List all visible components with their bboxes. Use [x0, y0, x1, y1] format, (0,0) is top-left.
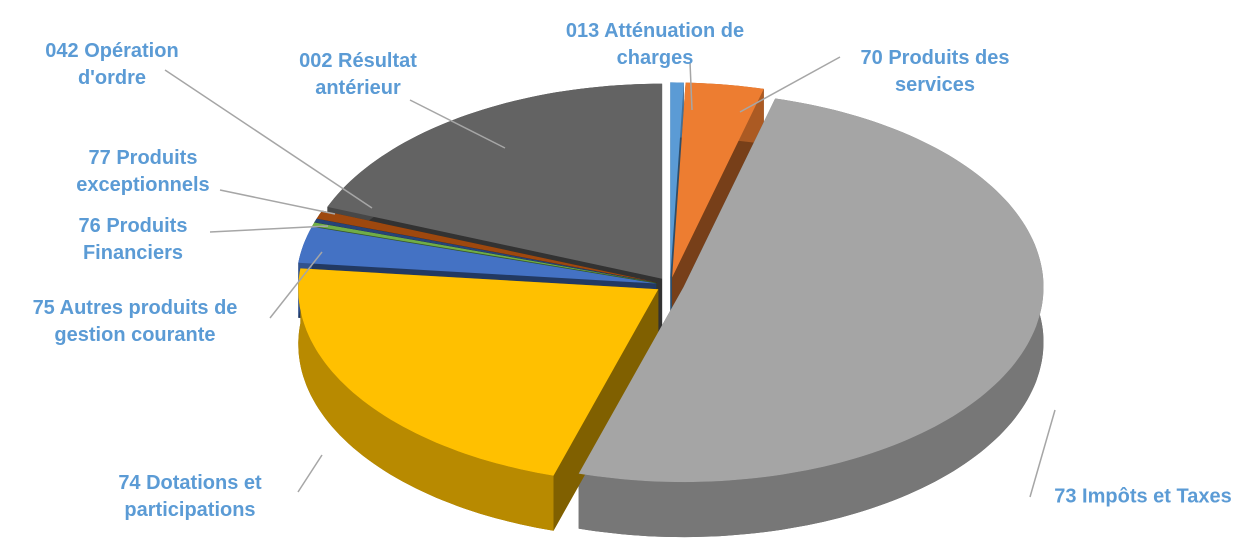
slice-label: 002 Résultat antérieur [299, 50, 417, 99]
slice [298, 268, 659, 476]
slice-outer-wall [578, 98, 1044, 538]
leader-line [164, 69, 373, 209]
slice [327, 83, 663, 279]
slice [672, 82, 764, 278]
slice-label: 77 Produits exceptionnels [76, 147, 210, 196]
slice-outer-wall [298, 268, 554, 531]
slice-radial-wall [553, 289, 659, 531]
leader-line [219, 189, 336, 215]
leader-line [1029, 409, 1056, 498]
slice-label: 70 Produits des services [860, 47, 1010, 96]
slice [314, 218, 657, 283]
leader-line [739, 56, 841, 113]
slice [312, 222, 657, 283]
leader-line [209, 225, 329, 233]
slice-label: 73 Impôts et Taxes [1054, 485, 1232, 508]
slice [670, 82, 684, 278]
slice-label: 74 Dotations et participations [118, 472, 262, 521]
slice-label: 75 Autres produits de gestion courante [32, 297, 238, 346]
leader-line [689, 61, 693, 111]
slice-label: 76 Produits Financiers [78, 215, 188, 264]
slice [316, 210, 657, 283]
slice [298, 226, 657, 284]
slice-label: 013 Atténuation de charges [565, 20, 745, 69]
leader-line [297, 454, 323, 493]
slice [578, 98, 1044, 483]
leader-line [269, 251, 323, 319]
leader-line [409, 99, 506, 149]
slice-label: 042 Opération d'ordre [45, 40, 179, 89]
